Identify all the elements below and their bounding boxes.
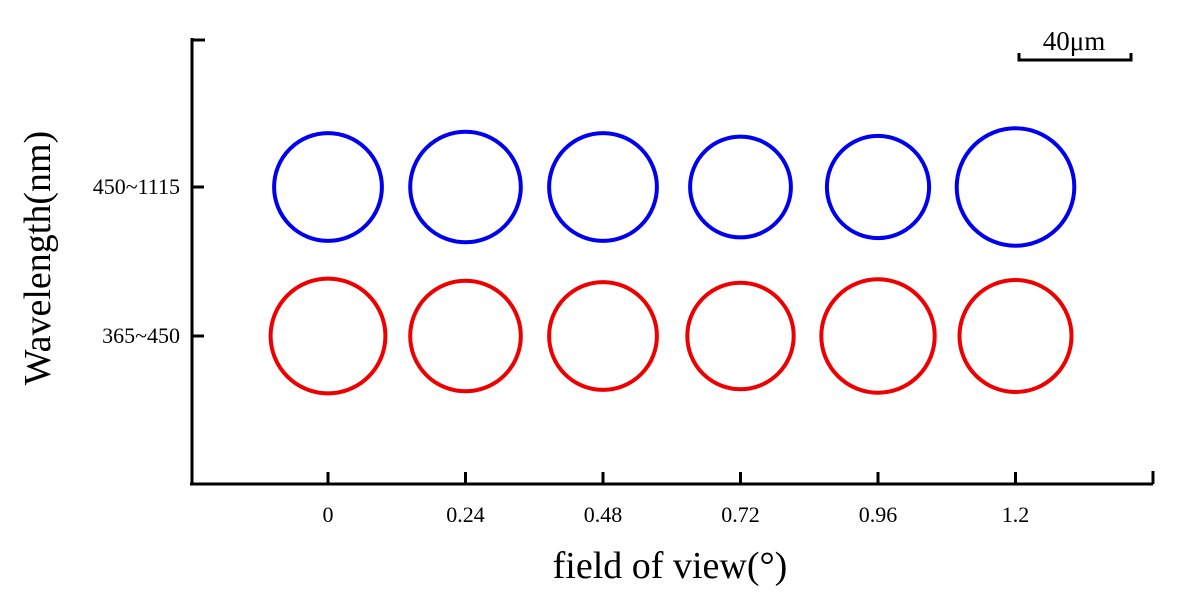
spot-circle bbox=[824, 133, 932, 241]
scale-bar: 40μm bbox=[1017, 26, 1133, 62]
spot-circle bbox=[957, 278, 1074, 394]
x-axis-title: field of view(°) bbox=[553, 545, 788, 587]
x-ticks: 0 0.24 0.48 0.72 0.96 1.2 bbox=[323, 472, 1030, 527]
x-tick-label: 0 bbox=[323, 502, 334, 527]
spot-circle bbox=[272, 131, 384, 243]
y-axis-title: Wavelength(nm) bbox=[17, 131, 59, 385]
scale-bar-line bbox=[1017, 53, 1133, 62]
x-tick-label: 0.72 bbox=[721, 502, 760, 527]
spot-circle bbox=[547, 131, 659, 243]
spot-circle bbox=[408, 129, 523, 245]
y-tick-label: 450~1115 bbox=[93, 174, 180, 199]
spot-circle bbox=[685, 280, 796, 392]
y-ticks: 365~450 450~1115 bbox=[93, 174, 204, 348]
x-tick-label: 0.24 bbox=[446, 502, 485, 527]
spot-circle bbox=[688, 134, 793, 240]
x-tick-label: 1.2 bbox=[1002, 502, 1030, 527]
spot-circles bbox=[268, 126, 1077, 396]
x-tick-label: 0.48 bbox=[584, 502, 623, 527]
spot-circle bbox=[408, 278, 523, 394]
y-axis bbox=[190, 38, 205, 484]
y-tick-label: 365~450 bbox=[102, 323, 180, 348]
spot-circle bbox=[819, 277, 937, 395]
spot-circle bbox=[268, 276, 388, 396]
x-axis bbox=[190, 471, 1155, 486]
scale-bar-label: 40μm bbox=[1043, 26, 1105, 56]
x-tick-label: 0.96 bbox=[859, 502, 898, 527]
spot-circle bbox=[954, 126, 1077, 248]
spot-circle bbox=[547, 280, 659, 392]
